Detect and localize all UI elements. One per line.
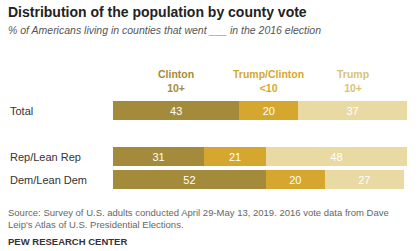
html-text:Source: Survey of U.S. adults: Source: Survey of U.S. adults conducted …	[8, 207, 389, 230]
svg-text:Clinton10+: Clinton10+	[158, 68, 194, 94]
svg-text:Total: Total	[10, 105, 33, 117]
svg-text:43: 43	[170, 105, 182, 117]
svg-text:21: 21	[229, 151, 241, 163]
svg-text:20: 20	[289, 174, 301, 186]
svg-text:Trump/Clinton<10: Trump/Clinton<10	[233, 68, 304, 94]
html-text:Distribution of the population: Distribution of the population by county…	[8, 4, 307, 20]
svg-text:27: 27	[358, 174, 370, 186]
svg-text:31: 31	[152, 151, 164, 163]
svg-text:Rep/Lean Rep: Rep/Lean Rep	[10, 151, 81, 163]
html-text:PEW RESEARCH CENTER: PEW RESEARCH CENTER	[8, 236, 128, 247]
svg-text:20: 20	[263, 105, 275, 117]
svg-text:37: 37	[346, 105, 358, 117]
svg-text:52: 52	[183, 174, 195, 186]
html-text:% of Americans living in count: % of Americans living in counties that w…	[8, 24, 321, 36]
svg-text:Dem/Lean Dem: Dem/Lean Dem	[10, 174, 87, 186]
svg-text:Trump10+: Trump10+	[337, 68, 369, 94]
svg-text:48: 48	[330, 151, 342, 163]
